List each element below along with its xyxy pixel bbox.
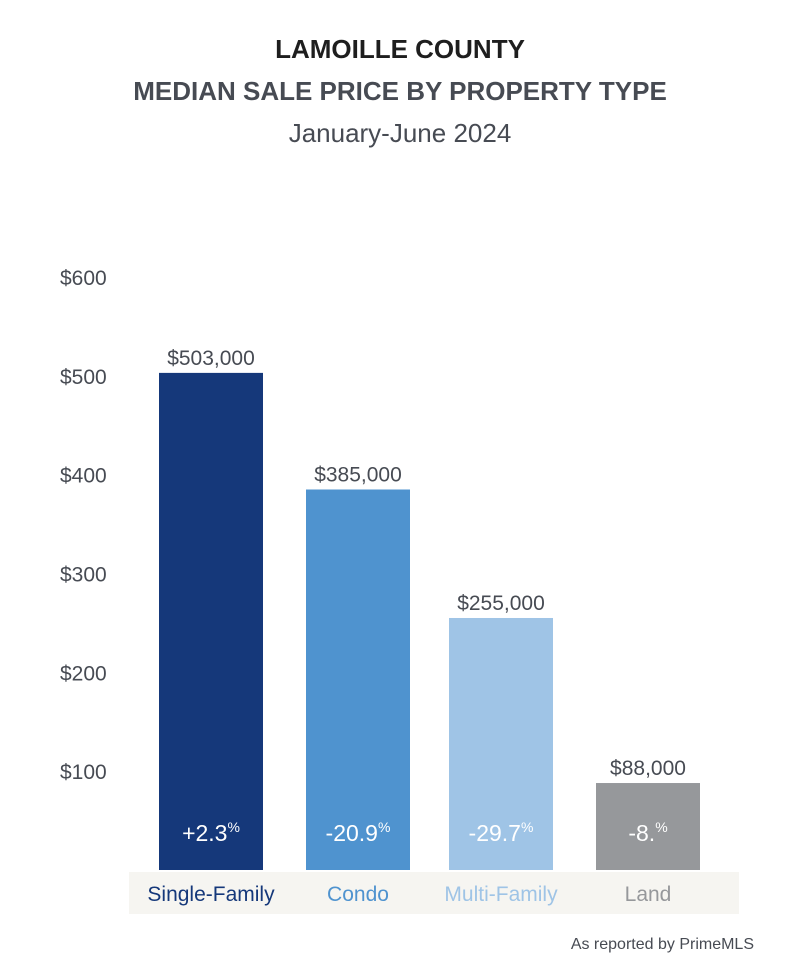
bar [159, 372, 263, 870]
category-label: Multi-Family [444, 883, 558, 906]
chart-period: January-June 2024 [288, 118, 512, 148]
bar [596, 783, 700, 870]
category-band [129, 872, 739, 914]
value-label: $255,000 [457, 592, 545, 615]
y-tick-label: $600 [60, 267, 107, 290]
y-tick-label: $100 [60, 761, 107, 784]
category-label: Single-Family [147, 883, 275, 906]
bar [306, 489, 410, 870]
source-note: As reported by PrimeMLS [570, 936, 754, 953]
chart-subtitle: MEDIAN SALE PRICE BY PROPERTY TYPE [133, 76, 667, 106]
category-label: Condo [327, 883, 389, 906]
bar [449, 617, 553, 870]
y-tick-label: $200 [60, 662, 107, 685]
chart-title: LAMOILLE COUNTY [275, 34, 525, 64]
value-label: $88,000 [610, 757, 686, 780]
y-tick-label: $500 [60, 366, 107, 389]
value-label: $385,000 [314, 464, 402, 487]
y-tick-label: $400 [60, 465, 107, 488]
y-tick-label: $300 [60, 564, 107, 587]
value-label: $503,000 [167, 347, 255, 370]
category-label: Land [625, 883, 672, 906]
